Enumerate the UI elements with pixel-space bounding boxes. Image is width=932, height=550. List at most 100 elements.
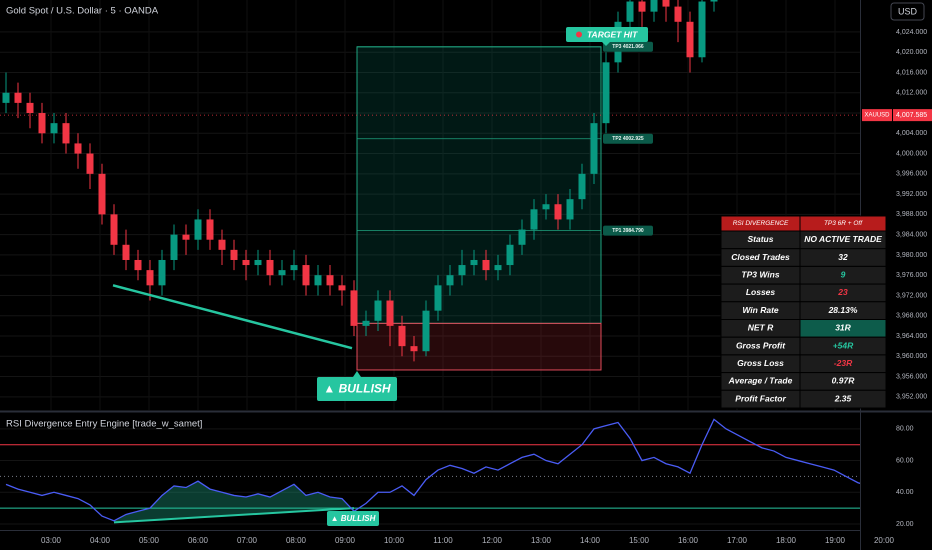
- candle-body: [422, 310, 430, 352]
- candle-body: [386, 300, 394, 326]
- table-row-value: 0.97R: [832, 376, 856, 386]
- target-hit-icon: [576, 31, 582, 38]
- candle-body: [626, 1, 634, 22]
- table-row-value: NO ACTIVE TRADE: [804, 234, 882, 244]
- x-tick-label: 11:00: [433, 536, 453, 545]
- x-tick-label: 09:00: [335, 536, 356, 545]
- candle-body: [374, 300, 382, 321]
- candle-body: [650, 0, 658, 12]
- candle-body: [554, 204, 562, 220]
- candle-body: [566, 199, 574, 220]
- target-hit-label: TARGET HIT: [587, 29, 638, 39]
- rsi-tick-label: 80.00: [896, 426, 914, 433]
- rsi-tick-label: 20.00: [896, 521, 914, 528]
- target-hit-pointer: [602, 42, 610, 46]
- candle-body: [446, 275, 454, 286]
- y-tick-label: 3,964.000: [896, 333, 927, 340]
- candle-body: [218, 239, 226, 250]
- candle-body: [50, 123, 58, 134]
- x-tick-label: 20:00: [874, 536, 895, 545]
- y-tick-label: 3,976.000: [896, 272, 927, 279]
- table-row-value: 23: [837, 287, 848, 297]
- candle-body: [14, 92, 22, 103]
- x-tick-label: 15:00: [629, 536, 650, 545]
- x-tick-label: 14:00: [580, 536, 601, 545]
- table-row-label: Profit Factor: [735, 393, 786, 403]
- candle-body: [494, 265, 502, 271]
- candle-body: [26, 102, 34, 114]
- signal-pointer: [353, 371, 361, 377]
- candle-body: [602, 62, 610, 124]
- y-tick-label: 3,988.000: [896, 211, 927, 218]
- candle-body: [134, 259, 142, 271]
- target-tag-label: TP2 4002.925: [612, 136, 644, 142]
- x-tick-label: 12:00: [482, 536, 503, 545]
- table-cell: [799, 389, 887, 409]
- y-tick-label: 4,000.000: [896, 150, 927, 157]
- rsi-signal-label: ▲ BULLISH: [331, 514, 376, 523]
- target-zone: [356, 46, 602, 324]
- table-row-label: Closed Trades: [731, 252, 790, 262]
- candle-body: [542, 204, 550, 210]
- candle-body: [38, 113, 46, 134]
- candle-body: [62, 123, 70, 144]
- rsi-tick-label: 40.00: [896, 489, 914, 496]
- y-tick-label: 3,956.000: [896, 373, 927, 380]
- table-row-label: Gross Profit: [736, 340, 786, 350]
- candle-body: [98, 173, 106, 215]
- table-row-value: 31R: [835, 323, 851, 333]
- candle-body: [686, 21, 694, 58]
- table-row-label: TP3 Wins: [741, 270, 779, 280]
- candle-body: [338, 285, 346, 291]
- table-row-label: Status: [748, 234, 774, 244]
- x-tick-label: 18:00: [776, 536, 797, 545]
- table-row-label: Gross Loss: [737, 358, 784, 368]
- table-row-label: Win Rate: [742, 305, 779, 315]
- x-tick-label: 19:00: [825, 536, 846, 545]
- candle-body: [146, 270, 154, 286]
- candle-body: [266, 259, 274, 276]
- candle-body: [410, 346, 418, 352]
- rsi-tick-label: 60.00: [896, 457, 914, 464]
- target-tag-label: TP3 4021.066: [612, 44, 644, 50]
- y-tick-label: 4,020.000: [896, 49, 927, 56]
- candle-body: [590, 123, 598, 174]
- candle-body: [86, 153, 94, 174]
- x-tick-label: 06:00: [188, 536, 209, 545]
- candle-body: [158, 259, 166, 286]
- candle-body: [110, 214, 118, 245]
- signal-label: ▲ BULLISH: [323, 382, 391, 396]
- currency-label[interactable]: USD: [898, 6, 918, 16]
- candle-body: [674, 6, 682, 22]
- candle-body: [74, 143, 82, 154]
- candle-body: [398, 325, 406, 347]
- candle-body: [482, 259, 490, 271]
- symbol-tag: [862, 109, 892, 122]
- candle-body: [2, 92, 10, 103]
- currency-button[interactable]: [890, 2, 925, 21]
- candle-body: [122, 244, 130, 260]
- y-tick-label: 4,004.000: [896, 130, 927, 137]
- candle-body: [710, 0, 718, 2]
- price-tag: [893, 109, 932, 122]
- candle-body: [194, 219, 202, 240]
- candle-body: [698, 1, 706, 58]
- y-tick-label: 4,024.000: [896, 29, 927, 36]
- target-hit-badge: [566, 27, 648, 42]
- signal-badge: [317, 377, 397, 401]
- candle-body: [518, 229, 526, 245]
- candle-body: [170, 234, 178, 260]
- table-row-value: +54R: [833, 340, 854, 350]
- y-tick-label: 3,984.000: [896, 231, 927, 238]
- x-tick-label: 10:00: [384, 536, 405, 545]
- candle-body: [470, 259, 478, 266]
- overlay: TP3 4021.066 TP2 4002.925 TP1 3984.790 ▲ BU…: [317, 27, 932, 526]
- table-row-label: NET R: [748, 323, 774, 333]
- candle-body: [530, 209, 538, 230]
- y-tick-label: 3,996.000: [896, 171, 927, 178]
- table-row-value: 9: [841, 270, 846, 280]
- target-tag: [603, 225, 653, 236]
- candle-body: [182, 234, 190, 240]
